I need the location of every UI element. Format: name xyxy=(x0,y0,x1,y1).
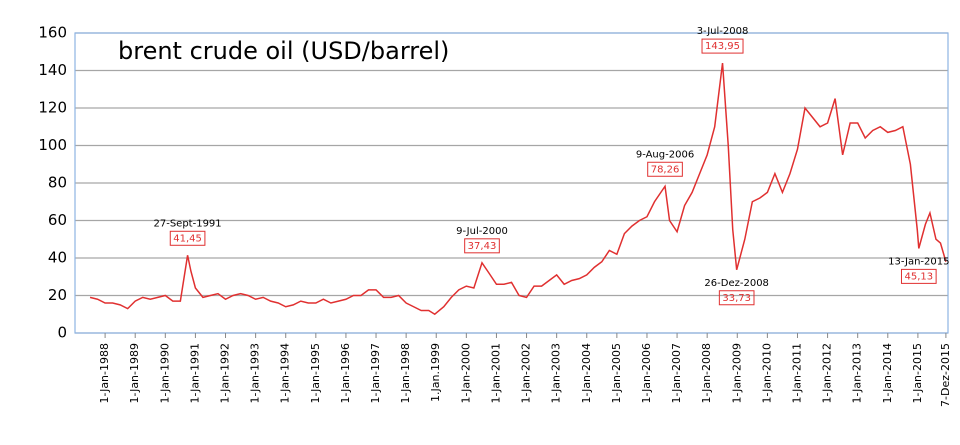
y-tick-label: 20 xyxy=(48,286,67,304)
x-tick-label: 1-Jan-2001 xyxy=(489,343,502,404)
y-tick-label: 100 xyxy=(38,136,67,154)
annotation-date: 26-Dez-2008 xyxy=(704,278,769,289)
x-tick-label: 1-Jan-2010 xyxy=(760,343,773,404)
annotation-value: 37,43 xyxy=(468,241,497,252)
x-tick-label: 1.Jan.1999 xyxy=(429,343,442,402)
annotation-date: 9-Aug-2006 xyxy=(636,149,694,160)
annotation-box xyxy=(464,238,500,254)
x-tick-label: 1-Jan-2011 xyxy=(790,343,803,404)
annotation-box xyxy=(169,230,206,246)
annotation-value: 33,73 xyxy=(722,293,751,304)
annotation-value: 45,13 xyxy=(904,271,933,282)
x-tick-label: 1-Jan-2008 xyxy=(700,343,713,404)
annotation-box xyxy=(701,38,744,54)
annotation-box xyxy=(647,161,683,177)
y-tick-label: 60 xyxy=(48,211,67,229)
annotation-value: 41,45 xyxy=(173,233,202,244)
x-tick-label: 1-Jan-1997 xyxy=(369,343,382,404)
annotation-date: 9-Jul-2000 xyxy=(456,226,508,237)
y-tick-label: 40 xyxy=(48,249,67,267)
x-tick-label: 1-Jan-1995 xyxy=(309,343,322,404)
x-tick-label: 1-Jan-2004 xyxy=(580,343,593,404)
y-tick-label: 140 xyxy=(38,61,67,79)
x-tick-label: 1-Jan-2015 xyxy=(911,343,924,404)
x-tick-label: 1-Jan-2009 xyxy=(730,343,743,404)
y-tick-label: 120 xyxy=(38,99,67,117)
x-tick-label: 1-Jan-1990 xyxy=(158,343,171,404)
annotation: 27-Sept-1991 41,45 xyxy=(154,218,222,246)
annotation-box xyxy=(718,290,755,306)
x-tick-label: 1-Jan-1991 xyxy=(188,343,201,404)
annotation-value: 78,26 xyxy=(651,164,680,175)
y-tick-label: 0 xyxy=(57,324,67,342)
x-tick-label: 1-Jan-1989 xyxy=(128,343,141,404)
annotation-box xyxy=(900,268,937,284)
x-tick-label: 1-Jan-2000 xyxy=(459,343,472,404)
chart-title: brent crude oil (USD/barrel) xyxy=(118,37,449,65)
x-tick-label: 7-Dez-2015 xyxy=(939,343,952,407)
price-line xyxy=(89,62,947,316)
x-tick-label: 1-Jan-1996 xyxy=(339,343,352,404)
x-tick-label: 1-Jan-1998 xyxy=(399,343,412,404)
x-tick-label: 1-Jan-2014 xyxy=(881,343,894,404)
x-tick-label: 1-Jan-2003 xyxy=(550,343,563,404)
annotation-value: 143,95 xyxy=(705,41,740,52)
annotation: 13-Jan-2015 45,13 xyxy=(888,256,949,284)
x-tick-label: 1-Jan-1994 xyxy=(279,343,292,404)
x-tick-label: 1-Jan-2005 xyxy=(610,343,623,404)
x-tick-label: 1-Jan-2012 xyxy=(821,343,834,404)
x-tick-label: 1-Jan-2013 xyxy=(851,343,864,404)
y-tick-label: 80 xyxy=(48,174,67,192)
annotation: 9-Aug-2006 78,26 xyxy=(636,149,694,177)
plot-frame xyxy=(74,32,949,334)
y-tick-label: 160 xyxy=(38,24,67,42)
x-tick-label: 1-Jan-2006 xyxy=(640,343,653,404)
x-tick-label: 1-Jan-2007 xyxy=(670,343,683,404)
annotation: 3-Jul-2008 143,95 xyxy=(697,26,749,54)
x-tick-label: 1-Jan-1993 xyxy=(249,343,262,404)
x-tick-label: 1-Jan-1992 xyxy=(219,343,232,404)
annotation-date: 27-Sept-1991 xyxy=(154,218,222,229)
annotation-date: 13-Jan-2015 xyxy=(888,256,949,267)
annotation-date: 3-Jul-2008 xyxy=(697,26,749,37)
x-tick-label: 1-Jan-1988 xyxy=(98,343,111,404)
annotation: 9-Jul-2000 37,43 xyxy=(456,226,508,254)
annotation: 26-Dez-2008 33,73 xyxy=(704,278,769,306)
x-tick-label: 1-Jan-2002 xyxy=(520,343,533,404)
